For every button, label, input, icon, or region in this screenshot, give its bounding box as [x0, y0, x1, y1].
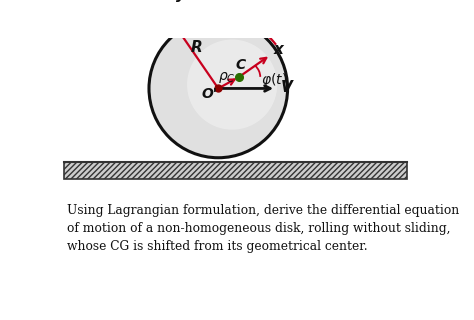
Circle shape: [187, 40, 277, 130]
Text: $\rho_C$: $\rho_C$: [219, 70, 236, 85]
Text: O': O': [201, 87, 218, 101]
Text: $\varphi(t)$: $\varphi(t)$: [261, 71, 288, 89]
Text: C: C: [236, 58, 246, 72]
Circle shape: [149, 19, 288, 158]
Bar: [64, 162, 407, 179]
Text: x: x: [273, 42, 283, 57]
Text: Using Lagrangian formulation, derive the differential equation
of motion of a no: Using Lagrangian formulation, derive the…: [66, 204, 459, 253]
Text: V: V: [281, 80, 292, 95]
Text: R: R: [191, 40, 202, 55]
Text: y: y: [176, 0, 186, 2]
